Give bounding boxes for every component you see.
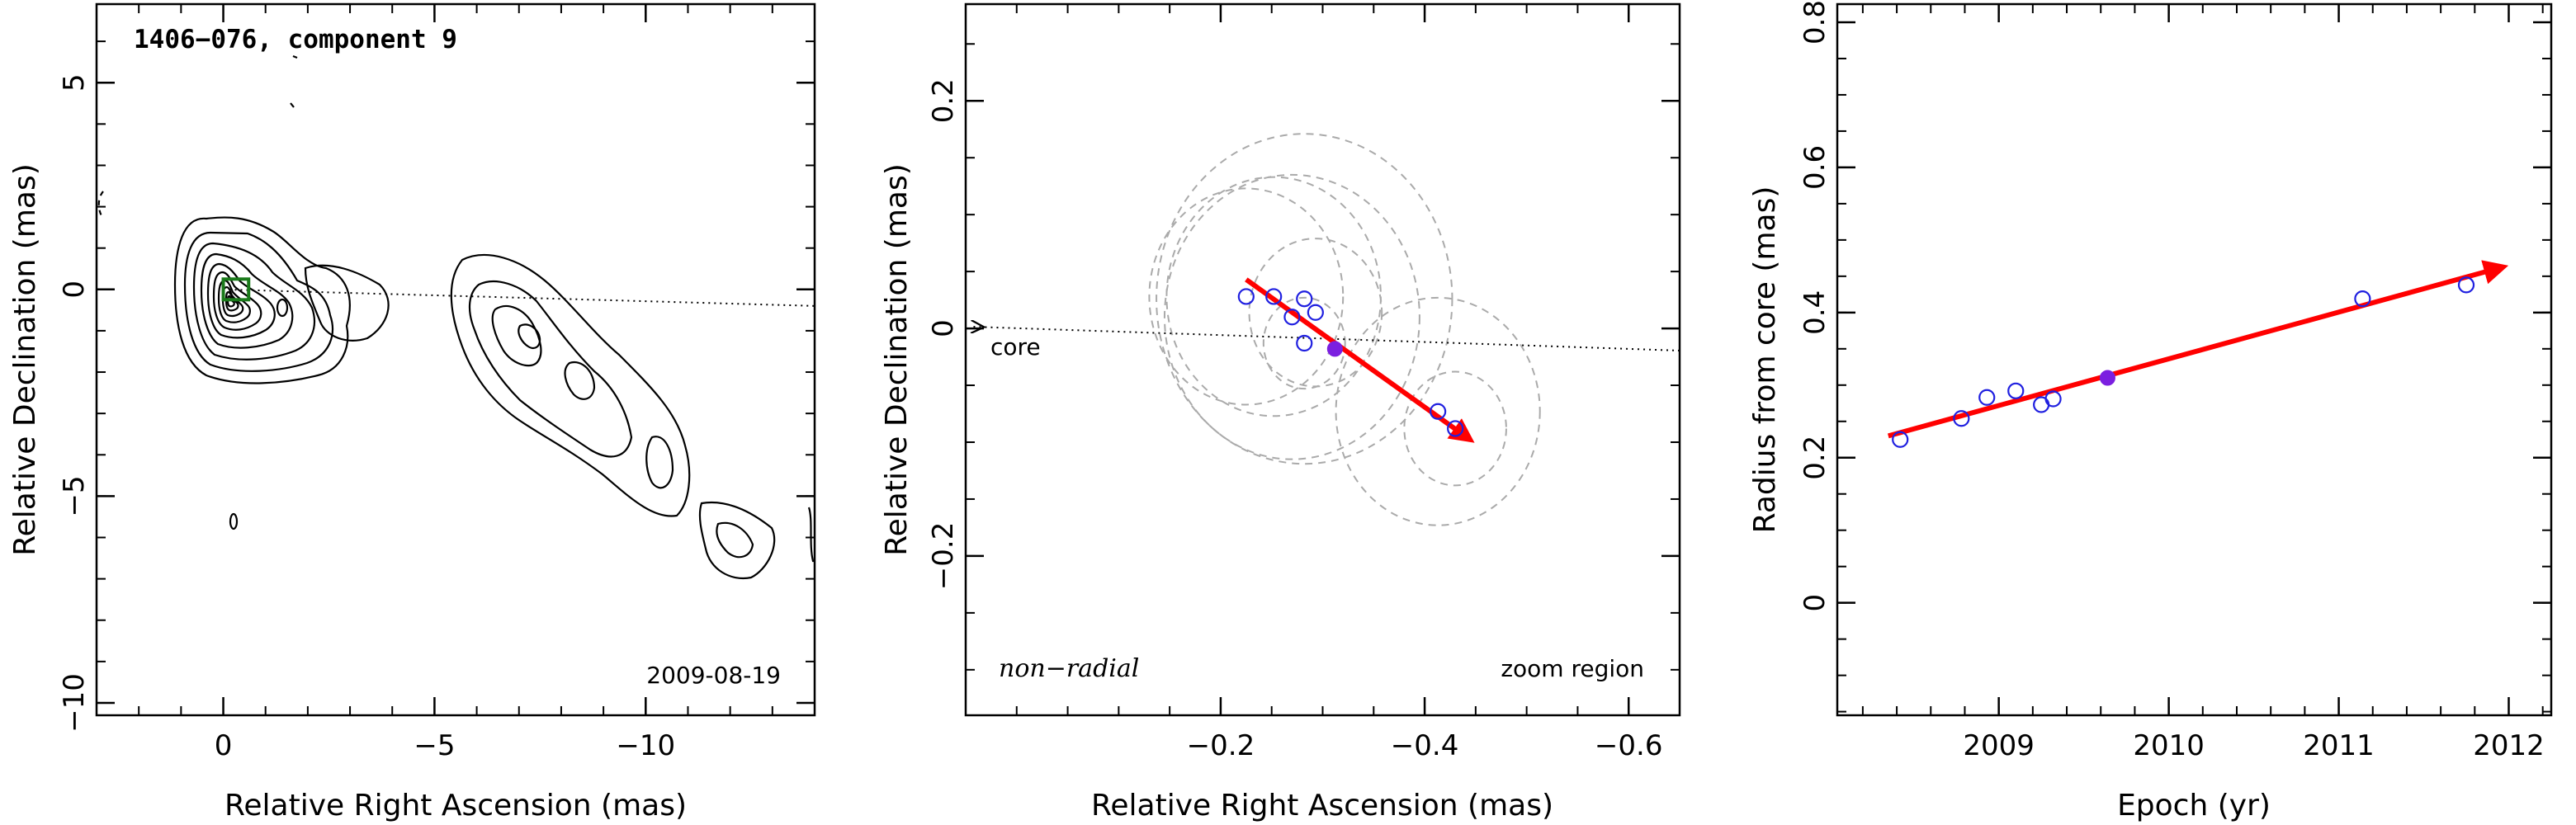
panel-1-title: 1406−076, component 9 <box>134 25 457 54</box>
panel-1-ylabel: Relative Declination (mas) <box>8 163 42 556</box>
p1-ytick-label: −10 <box>58 673 91 733</box>
panel-3-xlabel: Epoch (yr) <box>2117 789 2271 823</box>
data-point <box>1430 403 1447 420</box>
panel-3-ylabel: Radius from core (mas) <box>1748 186 1782 534</box>
data-point <box>2354 290 2371 308</box>
data-point <box>1307 304 1324 321</box>
panel-3-radius-epoch: 2009 2010 2011 2012 0 0.2 0.4 0.6 0.8 Epoch (yr)… <box>1748 0 2553 823</box>
p2-ytick-label: 0 <box>927 319 960 337</box>
p1-ytick-label: 5 <box>58 73 91 92</box>
p2-ytick-label: 0.2 <box>927 78 960 123</box>
panel-1-contour-map: 0 −5 −10 5 0 −5 −10 1406−076, component 9 2009… <box>8 2 816 823</box>
error-circle <box>1262 296 1346 390</box>
data-point <box>1296 290 1313 308</box>
p1-ytick-label: 0 <box>58 280 91 299</box>
component-box <box>221 277 251 302</box>
p3-xtick-label: 2011 <box>2303 729 2375 762</box>
data-point <box>2044 390 2062 408</box>
panel-2-frame <box>964 2 1681 717</box>
p3-ytick-label: 0 <box>1798 594 1832 612</box>
core-label: core <box>990 333 1041 361</box>
error-circle <box>1148 187 1345 406</box>
p1-ytick-label: −5 <box>58 475 91 516</box>
p2-xtick-label: −0.6 <box>1595 729 1663 762</box>
p1-xtick-label: −10 <box>616 729 675 762</box>
motion-label: non−radial <box>999 654 1139 683</box>
p3-xtick-label: 2010 <box>2133 729 2205 762</box>
p3-xtick-label: 2009 <box>1963 729 2035 762</box>
error-circle <box>1335 296 1541 526</box>
highlight-point <box>1326 341 1343 357</box>
panel-1-frame <box>95 2 816 717</box>
region-label: zoom region <box>1501 655 1644 682</box>
trend-arrow <box>1887 260 2509 439</box>
data-point <box>1892 431 1909 448</box>
p2-xtick-label: −0.4 <box>1391 729 1459 762</box>
error-circle <box>1156 133 1453 465</box>
core-direction-line <box>223 288 815 307</box>
motion-arrow <box>1245 277 1475 443</box>
panel-2-zoom: −0.2 −0.4 −0.6 0.2 0 −0.2 core non−radial zoo… <box>880 2 1681 823</box>
p3-ytick-label: 0.6 <box>1798 145 1832 190</box>
data-point <box>1265 288 1283 305</box>
data-point <box>1283 309 1301 326</box>
panel-3-frame <box>1836 2 2553 717</box>
p3-ytick-label: 0.8 <box>1798 0 1832 45</box>
highlight-point <box>2099 370 2115 386</box>
p2-xtick-label: −0.2 <box>1187 729 1255 762</box>
p2-ytick-label: −0.2 <box>927 522 960 591</box>
error-circle <box>1403 370 1507 487</box>
panel-2-xlabel: Relative Right Ascension (mas) <box>1091 789 1553 823</box>
p1-xtick-label: −5 <box>414 729 455 762</box>
data-point <box>1296 334 1313 352</box>
data-point <box>1447 420 1464 437</box>
data-point <box>1978 389 1996 406</box>
data-point <box>2457 276 2475 294</box>
panel-1-date: 2009-08-19 <box>646 662 781 689</box>
panel-2-ylabel: Relative Declination (mas) <box>880 163 914 556</box>
data-point <box>1953 410 1970 427</box>
p3-ytick-label: 0.2 <box>1798 436 1832 480</box>
error-circle <box>1163 173 1420 460</box>
p3-ytick-label: 0.4 <box>1798 290 1832 335</box>
panel-1-xlabel: Relative Right Ascension (mas) <box>225 789 687 823</box>
p1-xtick-label: 0 <box>215 729 233 762</box>
p3-xtick-label: 2012 <box>2473 729 2545 762</box>
data-point <box>1237 288 1255 305</box>
contour-lines <box>97 54 815 580</box>
data-point <box>2007 382 2025 399</box>
